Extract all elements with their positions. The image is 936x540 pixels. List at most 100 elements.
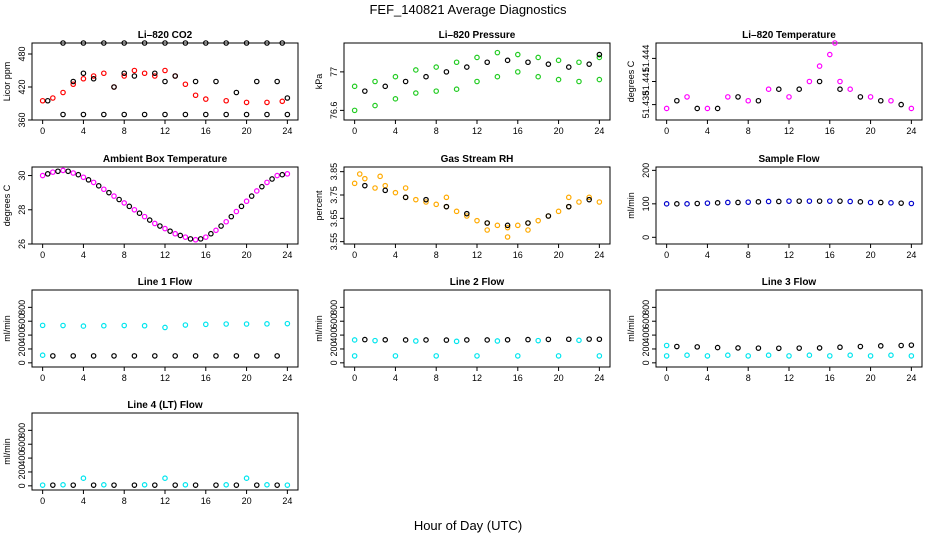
x-tick-label: 20 xyxy=(866,250,876,260)
x-tick-label: 12 xyxy=(472,126,482,136)
data-point xyxy=(131,73,138,79)
y-tick-label: 26 xyxy=(17,239,27,249)
x-tick-label: 4 xyxy=(705,373,710,383)
data-point xyxy=(121,70,128,77)
data-point xyxy=(116,196,122,203)
panel-title: Li–820 CO2 xyxy=(138,30,193,41)
x-tick-label: 8 xyxy=(434,250,439,260)
y-tick-label: 3.55 xyxy=(329,233,339,251)
x-tick-label: 20 xyxy=(242,373,252,383)
data-point xyxy=(121,73,128,79)
data-point xyxy=(826,198,833,204)
y-tick-label: 3.65 xyxy=(329,210,339,228)
data-point xyxy=(433,88,440,94)
data-point xyxy=(847,198,853,205)
y-tick-label: 0 xyxy=(641,360,651,365)
series-1 xyxy=(663,342,915,359)
data-point xyxy=(101,481,107,488)
data-point xyxy=(555,57,562,64)
data-point xyxy=(162,67,168,74)
data-point xyxy=(433,201,440,208)
data-point xyxy=(372,102,378,109)
data-point xyxy=(413,338,419,344)
data-point xyxy=(121,40,128,46)
data-point xyxy=(111,84,117,90)
data-point xyxy=(382,182,389,189)
data-point xyxy=(576,337,582,344)
data-point xyxy=(192,236,199,243)
data-point xyxy=(413,90,419,96)
data-point xyxy=(362,175,368,182)
data-point xyxy=(596,54,603,61)
data-point xyxy=(284,95,291,101)
x-tick-label: 0 xyxy=(352,126,357,136)
x-tick-label: 0 xyxy=(352,250,357,260)
data-point xyxy=(213,227,219,234)
panel-2: Li–820 Pressure 0 4 8 12 16 20 24 76.6 77 kPa xyxy=(314,30,611,136)
data-point xyxy=(162,40,168,46)
data-point xyxy=(213,353,219,359)
data-point xyxy=(565,203,572,210)
panel-title: Line 1 Flow xyxy=(138,277,193,288)
data-point xyxy=(586,61,592,67)
data-point xyxy=(157,223,163,229)
panel-6: Sample Flow 0 4 8 12 16 20 24 0 100 200 ml/min xyxy=(626,154,923,260)
data-point xyxy=(714,344,721,351)
y-tick-label: 800 xyxy=(329,300,339,315)
data-point xyxy=(474,353,480,359)
series-2 xyxy=(50,353,280,359)
data-point xyxy=(565,336,572,343)
data-point xyxy=(453,86,460,93)
x-tick-label: 20 xyxy=(554,373,564,383)
panel-4: Ambient Box Temperature 0 4 8 12 16 20 24 26 28 30… xyxy=(2,154,299,260)
data-point xyxy=(182,322,189,328)
data-point xyxy=(596,51,603,58)
y-tick-label: 51.444 xyxy=(641,45,651,73)
x-tick-label: 8 xyxy=(122,373,127,383)
panel-5: Gas Stream RH 0 4 8 12 16 20 24 3.55 3.65 3.75 3.85… xyxy=(314,154,611,260)
y-tick-label: 200 xyxy=(641,163,651,178)
data-point xyxy=(372,78,378,85)
x-tick-label: 12 xyxy=(784,250,794,260)
data-point xyxy=(101,111,107,118)
x-tick-label: 8 xyxy=(746,250,751,260)
x-tick-label: 8 xyxy=(122,126,127,136)
series-2 xyxy=(362,336,603,343)
data-point xyxy=(111,482,117,488)
data-point xyxy=(172,73,178,79)
x-tick-label: 16 xyxy=(201,373,211,383)
data-point xyxy=(535,337,541,344)
data-point xyxy=(187,236,194,242)
data-point xyxy=(735,345,741,351)
data-point xyxy=(131,353,138,359)
data-point xyxy=(684,94,690,100)
data-point xyxy=(484,59,490,66)
data-point xyxy=(152,353,158,359)
data-point xyxy=(545,213,552,219)
y-tick-label: 600 xyxy=(17,437,27,452)
x-tick-label: 0 xyxy=(40,496,45,506)
x-tick-label: 12 xyxy=(160,126,170,136)
data-point xyxy=(131,206,138,213)
x-tick-label: 24 xyxy=(594,373,604,383)
x-tick-label: 4 xyxy=(393,373,398,383)
data-point xyxy=(765,352,772,359)
data-point xyxy=(253,353,260,359)
data-point xyxy=(837,86,843,93)
data-point xyxy=(586,194,592,201)
data-point xyxy=(70,78,77,85)
data-point xyxy=(694,200,701,207)
data-point xyxy=(351,107,358,114)
series-1 xyxy=(39,167,291,243)
data-point xyxy=(233,89,240,96)
data-point xyxy=(182,81,189,88)
data-point xyxy=(95,183,102,189)
data-point xyxy=(208,230,214,237)
data-point xyxy=(80,75,87,82)
data-point xyxy=(213,482,219,488)
data-point xyxy=(382,337,389,343)
data-point xyxy=(177,232,184,239)
y-tick-label: 400 xyxy=(329,328,339,343)
data-point xyxy=(243,40,250,46)
data-point xyxy=(504,234,511,240)
